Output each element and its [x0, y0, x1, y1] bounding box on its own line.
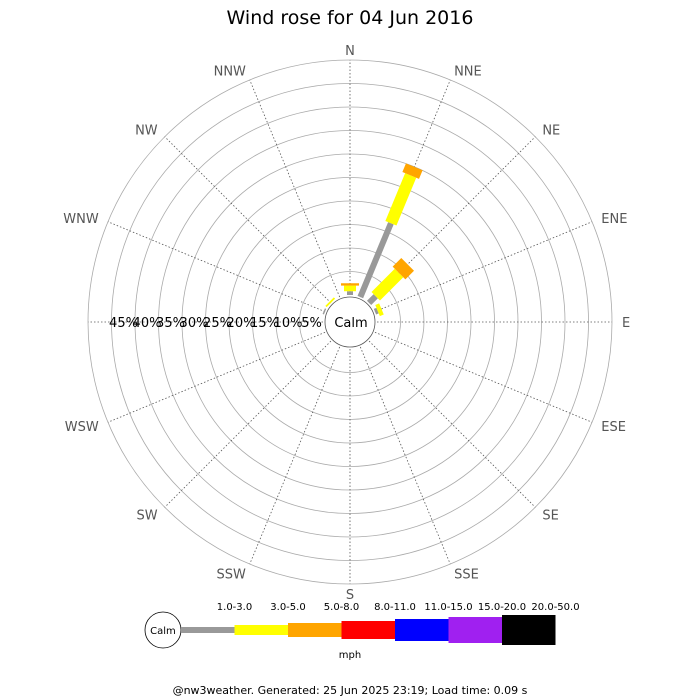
- grid-circle: [228, 200, 472, 444]
- calm-label: Calm: [334, 316, 367, 331]
- percent-label: 20%: [227, 316, 256, 331]
- direction-label-s: S: [346, 588, 354, 603]
- percent-label: 40%: [133, 316, 162, 331]
- chart-title: Wind rose for 04 Jun 2016: [227, 7, 474, 29]
- percent-label: 15%: [250, 316, 279, 331]
- direction-label-wsw: WSW: [65, 420, 99, 435]
- direction-label-n: N: [345, 44, 355, 59]
- footer-text: @nw3weather. Generated: 25 Jun 2025 23:1…: [173, 684, 528, 697]
- bar-segment-ne-3.0-5.0: [371, 268, 404, 301]
- bar-n: [341, 283, 359, 295]
- bar-segment-ene-3.0-5.0: [375, 303, 384, 317]
- bar-ne: [366, 257, 415, 306]
- spoke-sse: [359, 346, 451, 565]
- spoke-nnw: [249, 79, 341, 298]
- percent-label: 10%: [274, 316, 303, 331]
- speed-legend: Calm 1.0-3.0 3.0-5.0 5.0-8.0 8.0-11.0 11.0-15…: [144, 602, 580, 649]
- calm-ring: [324, 296, 376, 348]
- legend-calm-label: Calm: [150, 626, 176, 637]
- direction-label-sw: SW: [137, 508, 158, 523]
- bar-wnw: [322, 308, 327, 315]
- wind-bars: [322, 163, 423, 317]
- direction-label-ssw: SSW: [217, 567, 247, 582]
- bar-nw: [325, 297, 336, 308]
- legend-label: 8.0-11.0: [374, 602, 416, 613]
- direction-label-ese: ESE: [601, 420, 626, 435]
- bar-segment-nne-1.0-3.0: [357, 222, 394, 299]
- legend-swatch-20.0-50.0: [502, 615, 556, 645]
- bar-ene: [373, 303, 384, 317]
- spoke-se: [368, 340, 536, 508]
- legend-label: 11.0-15.0: [424, 602, 472, 613]
- percent-label: 30%: [180, 316, 209, 331]
- bar-segment-nne-3.0-5.0: [385, 173, 417, 226]
- spoke-wnw: [107, 221, 326, 313]
- legend-swatch-5.0-8.0: [288, 623, 342, 637]
- legend-label: 3.0-5.0: [270, 602, 305, 613]
- bar-segment-n-5.0-8.0: [341, 283, 359, 286]
- direction-labels: N NNE NE ENE E ESE SE SSE S SSW SW WSW WNW NW NNW: [63, 44, 630, 603]
- bar-segment-wnw-1.0-3.0: [322, 308, 327, 315]
- direction-label-se: SE: [542, 508, 558, 523]
- grid-circle: [205, 177, 495, 467]
- calm-circle: Calm: [324, 296, 376, 348]
- legend-swatch-3.0-5.0: [234, 625, 288, 635]
- spoke-nw: [164, 136, 332, 304]
- bar-segment-n-3.0-5.0: [344, 285, 356, 292]
- bar-segment-nw-3.0-5.0: [325, 297, 336, 308]
- speed-unit-label: mph: [339, 650, 361, 661]
- percent-label: 5%: [301, 316, 322, 331]
- bar-segment-n-1.0-3.0: [347, 291, 353, 295]
- legend-label: 1.0-3.0: [217, 602, 252, 613]
- grid-circle: [299, 271, 401, 373]
- percent-label: 35%: [156, 316, 185, 331]
- bar-segment-ne-1.0-3.0: [366, 294, 378, 306]
- bar-segment-nne-5.0-8.0: [402, 163, 423, 179]
- legend-label: 20.0-50.0: [531, 602, 579, 613]
- spoke-sw: [164, 340, 332, 508]
- legend-label: 15.0-20.0: [478, 602, 526, 613]
- direction-label-sse: SSE: [454, 567, 479, 582]
- bar-segment-ene-1.0-3.0: [373, 307, 379, 315]
- percent-labels: 5%10%15%20%25%30%35%40%45%: [109, 316, 322, 331]
- percent-label: 25%: [203, 316, 232, 331]
- direction-label-wnw: WNW: [63, 212, 99, 227]
- spoke-ese: [374, 331, 593, 423]
- spoke-ssw: [249, 346, 341, 565]
- direction-label-nw: NW: [135, 124, 158, 139]
- direction-label-nne: NNE: [454, 65, 482, 80]
- spoke-ene: [374, 221, 593, 313]
- legend-swatch-1.0-3.0: [181, 627, 235, 633]
- spoke-wsw: [107, 331, 326, 423]
- legend-label: 5.0-8.0: [324, 602, 359, 613]
- grid-circle: [134, 106, 566, 538]
- direction-label-e: E: [622, 316, 630, 331]
- percent-label: 45%: [109, 316, 138, 331]
- legend-swatch-8.0-11.0: [341, 621, 395, 639]
- direction-label-nnw: NNW: [214, 65, 246, 80]
- legend-swatch-11.0-15.0: [395, 619, 449, 641]
- bar-segment-ne-5.0-8.0: [392, 257, 415, 280]
- direction-label-ne: NE: [542, 124, 560, 139]
- direction-label-ene: ENE: [601, 212, 627, 227]
- bar-nne: [357, 163, 423, 299]
- legend-swatch-15.0-20.0: [448, 617, 502, 643]
